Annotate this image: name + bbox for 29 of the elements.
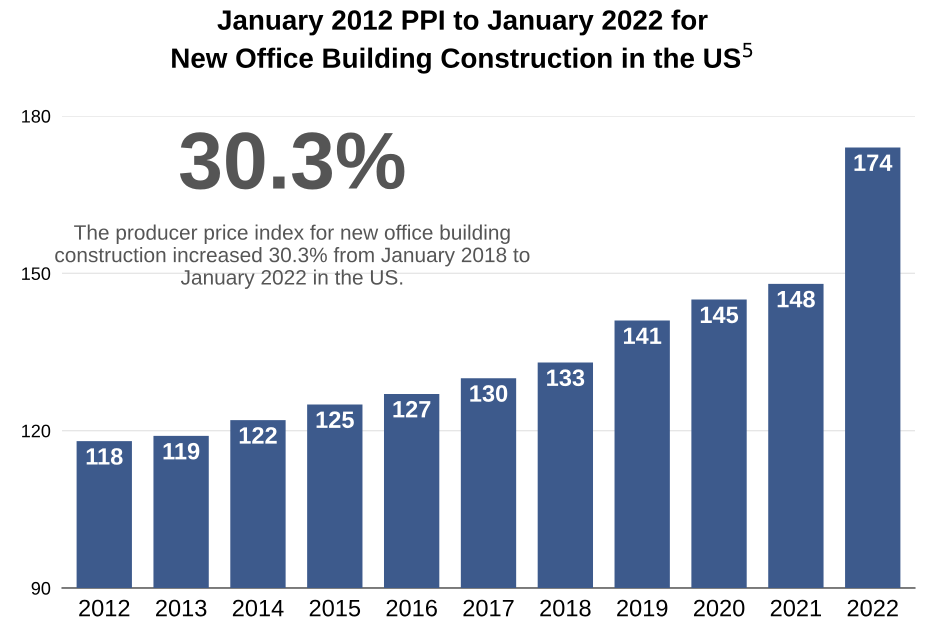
data-label: 133	[547, 369, 584, 386]
y-tick-label: 120	[22, 424, 50, 438]
x-tick-label: 2013	[156, 600, 206, 616]
data-label: 125	[316, 411, 354, 428]
y-tick-label: 90	[32, 582, 50, 595]
data-label: 130	[470, 385, 508, 402]
annotation: The producer price index for new office building construction increased 30.3% from January 2018 to January 2022 in the US.	[55, 224, 530, 289]
x-tick-label: 2021	[770, 600, 821, 616]
data-label: 141	[624, 328, 662, 344]
data-label: 122	[240, 427, 277, 444]
data-label: 174	[854, 154, 892, 171]
data-label: 119	[164, 442, 200, 460]
x-tick-label: 2016	[386, 600, 437, 616]
x-tick-label: 2015	[310, 600, 360, 616]
x-tick-label: 2014	[232, 600, 284, 616]
chart-title: January 2012 PPI to January 2022 for New Office Building Construction in the US$^{5}$	[172, 10, 752, 74]
x-tick-label: 2018	[540, 600, 591, 616]
data-label: 145	[700, 306, 738, 324]
data-label: 127	[393, 400, 430, 418]
y-tick-label: 150	[22, 267, 50, 280]
annotation: 30.3%	[180, 132, 404, 190]
x-tick-label: 2012	[79, 600, 130, 616]
x-tick-label: 2019	[617, 600, 668, 616]
x-tick-label: 2020	[694, 600, 744, 616]
x-tick-label: 2017	[463, 600, 514, 616]
y-tick-label: 180	[22, 110, 50, 123]
data-label: 118	[86, 448, 123, 465]
x-tick-label: 2022	[848, 600, 898, 616]
data-label: 148	[778, 290, 815, 308]
